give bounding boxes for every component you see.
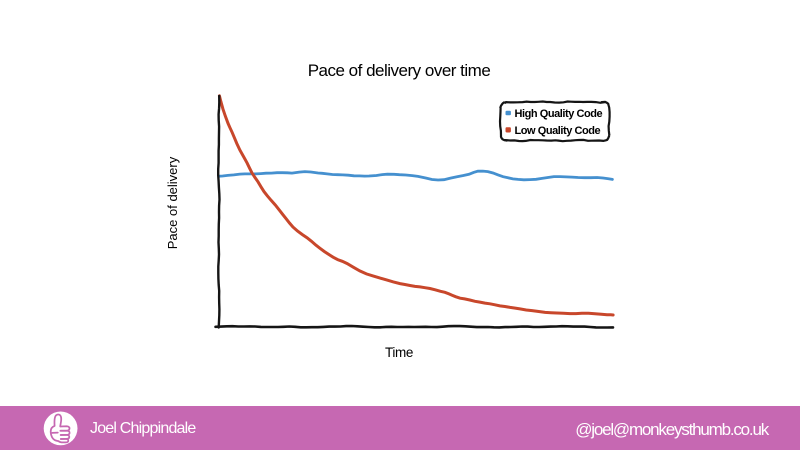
svg-text:Pace of delivery over time: Pace of delivery over time [308,61,491,80]
svg-text:Low Quality Code: Low Quality Code [515,125,601,137]
svg-text:High Quality Code: High Quality Code [515,108,603,120]
svg-text:Pace of delivery: Pace of delivery [165,156,180,249]
svg-text:Time: Time [385,345,413,360]
